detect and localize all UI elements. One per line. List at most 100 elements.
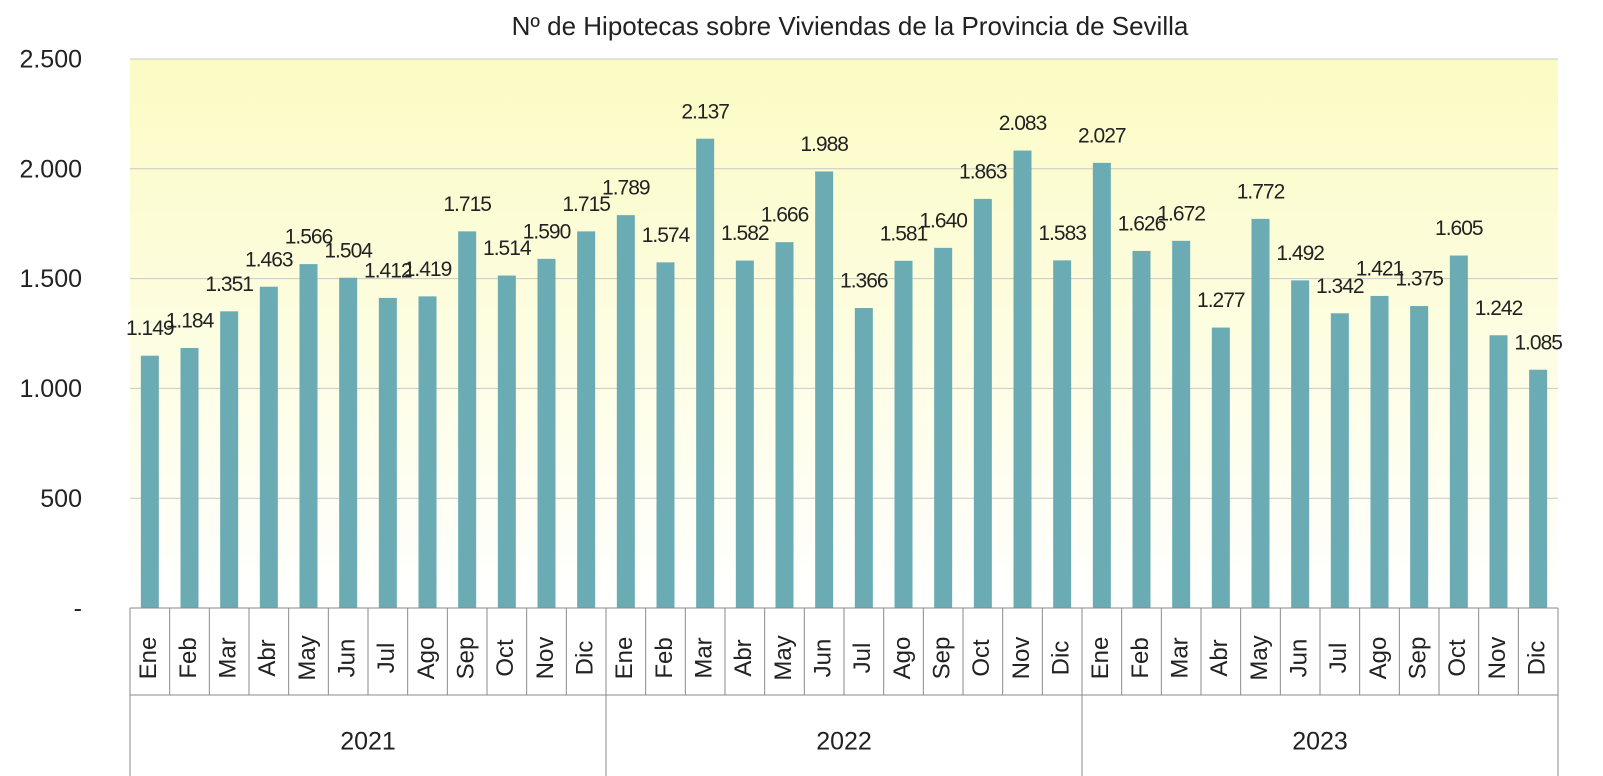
value-label: 1.419	[404, 258, 452, 281]
x-tick-label: Nov	[1008, 637, 1035, 680]
value-label: 1.715	[562, 193, 610, 216]
x-tick-label: May	[1246, 635, 1273, 680]
x-tick-label: Nov	[532, 637, 559, 680]
value-label: 1.149	[126, 317, 174, 340]
bar	[537, 258, 556, 608]
group-label: 2022	[816, 728, 872, 756]
value-label: 1.590	[523, 220, 571, 243]
value-label: 1.605	[1435, 217, 1483, 240]
x-tick-label: Oct	[968, 639, 995, 677]
bar	[616, 215, 635, 608]
bar	[180, 347, 199, 608]
x-tick-label: Feb	[651, 637, 678, 678]
value-label: 1.772	[1237, 180, 1285, 203]
value-label: 1.583	[1038, 222, 1086, 245]
bar	[1529, 369, 1548, 608]
x-tick-label: Abr	[254, 639, 281, 676]
value-label: 1.626	[1118, 212, 1166, 235]
bar	[1132, 250, 1151, 608]
value-label: 1.574	[642, 224, 691, 247]
bar	[1330, 313, 1349, 608]
y-tick-label: 1.500	[19, 265, 82, 293]
value-label: 1.582	[721, 222, 769, 245]
x-tick-label: Dic	[1048, 641, 1075, 676]
x-tick-label: Sep	[929, 637, 956, 680]
x-tick-label: May	[294, 635, 321, 680]
bar	[140, 355, 159, 608]
value-label: 1.863	[959, 160, 1007, 183]
x-tick-label: May	[770, 635, 797, 680]
bar	[1449, 255, 1468, 609]
bar	[934, 247, 953, 608]
x-tick-label: Feb	[175, 637, 202, 678]
value-label: 1.715	[443, 193, 491, 216]
x-tick-label: Feb	[1127, 637, 1154, 678]
bar	[1013, 150, 1032, 609]
x-tick-label: Jun	[810, 639, 837, 678]
bar	[577, 231, 596, 609]
bar	[458, 231, 477, 609]
value-label: 1.242	[1475, 297, 1523, 320]
value-label: 1.366	[840, 270, 888, 293]
value-label: 1.504	[324, 239, 373, 262]
bar	[735, 260, 754, 608]
x-tick-label: Sep	[453, 637, 480, 680]
bar	[854, 308, 873, 608]
bar	[815, 171, 834, 609]
group-label: 2021	[340, 728, 396, 756]
value-label: 1.666	[761, 204, 809, 227]
value-label: 1.581	[880, 222, 928, 245]
bar	[656, 262, 675, 608]
x-tick-label: Jul	[1325, 643, 1352, 674]
x-tick-label: Dic	[572, 641, 599, 676]
value-label: 1.492	[1276, 242, 1324, 265]
value-label: 1.988	[800, 133, 848, 156]
bar	[1489, 335, 1508, 608]
value-label: 1.789	[602, 177, 650, 200]
x-tick-label: Mar	[1167, 637, 1194, 678]
x-tick-label: Ago	[889, 637, 916, 680]
value-label: 2.137	[681, 100, 729, 123]
x-tick-label: Jul	[849, 643, 876, 674]
x-tick-label: Nov	[1484, 637, 1511, 680]
bar	[378, 297, 397, 608]
x-tick-label: Mar	[215, 637, 242, 678]
bar	[1211, 327, 1230, 608]
bar	[894, 260, 913, 608]
bar	[973, 198, 992, 608]
bar	[1053, 260, 1072, 608]
group-label: 2023	[1292, 728, 1348, 756]
value-label: 1.412	[364, 259, 412, 282]
y-tick-label: -	[74, 595, 82, 623]
value-label: 1.342	[1316, 275, 1364, 298]
x-tick-label: Jun	[1286, 639, 1313, 678]
bar	[418, 296, 437, 608]
x-tick-label: Ene	[1087, 637, 1114, 680]
bar	[1251, 218, 1270, 608]
y-tick-label: 1.000	[19, 375, 82, 403]
x-tick-label: Abr	[730, 639, 757, 676]
x-tick-label: Mar	[691, 637, 718, 678]
value-label: 1.672	[1157, 202, 1205, 225]
x-tick-label: Oct	[1444, 639, 1471, 677]
bar	[220, 311, 239, 608]
bar	[497, 275, 516, 608]
x-tick-label: Sep	[1405, 637, 1432, 680]
value-label: 1.375	[1395, 268, 1443, 291]
x-tick-label: Ene	[611, 637, 638, 680]
x-tick-label: Ene	[135, 637, 162, 680]
value-label: 1.640	[919, 209, 967, 232]
x-tick-label: Abr	[1206, 639, 1233, 676]
y-tick-label: 2.500	[19, 46, 82, 74]
x-tick-label: Jul	[373, 643, 400, 674]
value-label: 1.566	[285, 226, 333, 249]
bar	[339, 277, 358, 608]
bar	[259, 286, 278, 608]
value-label: 1.277	[1197, 289, 1245, 312]
x-tick-label: Oct	[492, 639, 519, 677]
value-label: 1.421	[1356, 257, 1404, 280]
y-tick-label: 2.000	[19, 155, 82, 183]
value-label: 1.184	[166, 310, 215, 333]
bar	[696, 138, 715, 609]
